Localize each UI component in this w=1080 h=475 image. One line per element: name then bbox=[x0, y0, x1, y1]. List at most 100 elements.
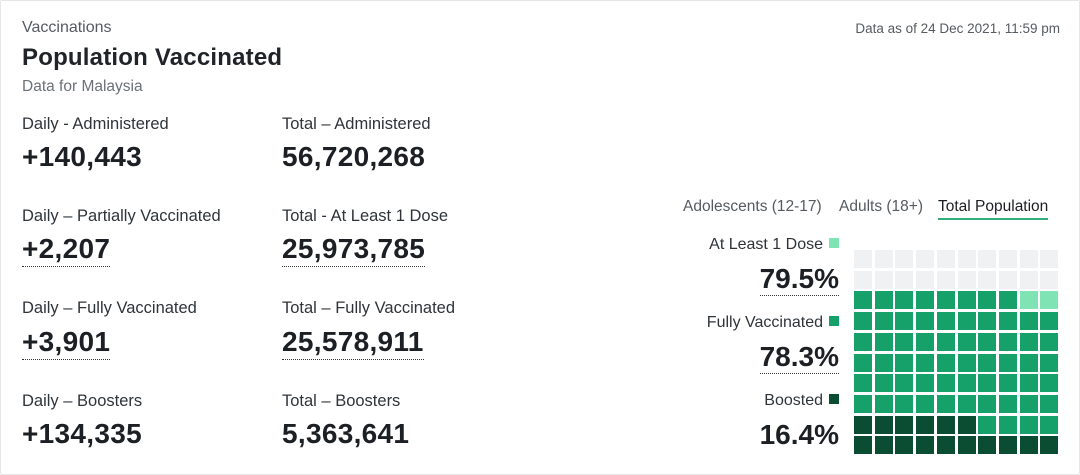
waffle-cell-boosted bbox=[978, 436, 997, 455]
waffle-cell-empty bbox=[957, 270, 976, 289]
waffle-cell-fully bbox=[874, 394, 893, 413]
tab-adults[interactable]: Adults (18+) bbox=[839, 198, 924, 215]
total-boosters-label: Total – Boosters bbox=[282, 392, 401, 410]
waffle-cell-fully bbox=[1019, 312, 1038, 331]
waffle-cell-boosted bbox=[916, 415, 935, 434]
waffle-cell-fully bbox=[936, 374, 955, 393]
legend-one-dose-label: At Least 1 Dose bbox=[709, 236, 823, 253]
waffle-cell-empty bbox=[874, 250, 893, 268]
waffle-cell-boosted bbox=[895, 436, 914, 455]
waffle-cell-fully bbox=[978, 312, 997, 331]
waffle-cell-fully bbox=[936, 291, 955, 310]
waffle-cell-fully bbox=[854, 374, 872, 393]
waffle-cell-fully bbox=[998, 291, 1017, 310]
waffle-cell-fully bbox=[874, 374, 893, 393]
waffle-cell-fully bbox=[895, 353, 914, 372]
waffle-cell-boosted bbox=[936, 415, 955, 434]
waffle-cell-fully bbox=[895, 312, 914, 331]
waffle-cell-fully bbox=[1019, 394, 1038, 413]
waffle-cell-fully bbox=[916, 332, 935, 351]
waffle-cell-fully bbox=[978, 332, 997, 351]
legend-one-dose-value[interactable]: 79.5% bbox=[759, 263, 839, 296]
legend-one-dose-percent[interactable]: 79.5% bbox=[759, 263, 839, 296]
waffle-cell-fully bbox=[1040, 312, 1059, 331]
tab-total-population[interactable]: Total Population bbox=[938, 198, 1049, 220]
tab-adolescents[interactable]: Adolescents (12-17) bbox=[683, 198, 822, 215]
waffle-cell-fully bbox=[1040, 394, 1059, 413]
waffle-cell-fully bbox=[978, 353, 997, 372]
legend-fully-value[interactable]: 78.3% bbox=[759, 341, 839, 374]
waffle-cell-empty bbox=[1040, 250, 1059, 268]
legend-fully-percent[interactable]: 78.3% bbox=[759, 341, 839, 374]
waffle-cell-boosted bbox=[1019, 436, 1038, 455]
legend-boosted-label: Boosted bbox=[764, 392, 823, 409]
legend-one-dose-swatch bbox=[829, 237, 839, 248]
total-one-dose-value[interactable]: 25,973,785 bbox=[282, 233, 426, 267]
waffle-cell-empty bbox=[978, 270, 997, 289]
waffle-cell-fully bbox=[854, 394, 872, 413]
waffle-cell-fully bbox=[998, 415, 1017, 434]
waffle-cell-fully bbox=[916, 312, 935, 331]
waffle-cell-fully bbox=[854, 353, 872, 372]
waffle-cell-fully bbox=[998, 312, 1017, 331]
waffle-cell-fully bbox=[1040, 415, 1059, 434]
legend-boosted: Boosted bbox=[764, 392, 839, 410]
waffle-cell-fully bbox=[936, 394, 955, 413]
section-eyebrow: Vaccinations bbox=[22, 19, 112, 36]
waffle-cell-fully bbox=[895, 374, 914, 393]
legend-fully-swatch bbox=[829, 315, 839, 326]
waffle-cell-boosted bbox=[874, 436, 893, 455]
waffle-cell-boosted bbox=[916, 436, 935, 455]
waffle-cell-empty bbox=[874, 270, 893, 289]
waffle-cell-fully bbox=[957, 353, 976, 372]
waffle-cell-empty bbox=[998, 270, 1017, 289]
total-full-value[interactable]: 25,578,911 bbox=[282, 326, 424, 360]
total-boosters-value: 5,363,641 bbox=[282, 418, 410, 449]
legend-fully: Fully Vaccinated bbox=[707, 314, 839, 332]
waffle-cell-empty bbox=[957, 250, 976, 268]
waffle-cell-empty bbox=[854, 250, 872, 268]
legend-one-dose: At Least 1 Dose bbox=[709, 236, 839, 254]
legend-boosted-value: 16.4% bbox=[759, 419, 839, 450]
waffle-cell-fully bbox=[916, 291, 935, 310]
data-timestamp: Data as of 24 Dec 2021, 11:59 pm bbox=[855, 21, 1060, 36]
waffle-cell-fully bbox=[978, 394, 997, 413]
daily-full-label: Daily – Fully Vaccinated bbox=[22, 299, 197, 317]
waffle-cell-boosted bbox=[1040, 436, 1059, 455]
waffle-cell-fully bbox=[1019, 353, 1038, 372]
waffle-cell-fully bbox=[978, 291, 997, 310]
waffle-cell-boosted bbox=[957, 436, 976, 455]
waffle-cell-fully bbox=[978, 415, 997, 434]
waffle-cell-empty bbox=[978, 250, 997, 268]
legend-fully-label: Fully Vaccinated bbox=[706, 314, 823, 331]
waffle-cell-empty bbox=[854, 270, 872, 289]
waffle-cell-fully bbox=[957, 332, 976, 351]
waffle-cell-fully bbox=[936, 353, 955, 372]
waffle-cell-fully bbox=[957, 394, 976, 413]
waffle-cell-fully bbox=[1019, 332, 1038, 351]
waffle-chart bbox=[854, 250, 1059, 456]
waffle-cell-fully bbox=[874, 332, 893, 351]
waffle-cell-fully bbox=[1019, 374, 1038, 393]
waffle-cell-fully bbox=[854, 312, 872, 331]
waffle-cell-boosted bbox=[854, 415, 872, 434]
daily-partial-value[interactable]: +2,207 bbox=[22, 233, 111, 267]
waffle-cell-fully bbox=[957, 312, 976, 331]
legend-boosted-swatch bbox=[829, 393, 839, 404]
daily-full-value[interactable]: +3,901 bbox=[22, 326, 111, 360]
waffle-cell-boosted bbox=[998, 436, 1017, 455]
waffle-cell-empty bbox=[1019, 270, 1038, 289]
waffle-cell-fully bbox=[895, 291, 914, 310]
daily-boosters-value: +134,335 bbox=[22, 418, 142, 449]
daily-boosters-label: Daily – Boosters bbox=[22, 392, 143, 410]
waffle-cell-fully bbox=[936, 332, 955, 351]
waffle-cell-fully bbox=[854, 332, 872, 351]
waffle-cell-fully bbox=[978, 374, 997, 393]
waffle-cell-boosted bbox=[874, 415, 893, 434]
waffle-cell-fully bbox=[936, 312, 955, 331]
waffle-cell-empty bbox=[998, 250, 1017, 268]
waffle-cell-empty bbox=[895, 250, 914, 268]
waffle-cell-fully bbox=[874, 312, 893, 331]
waffle-cell-empty bbox=[936, 270, 955, 289]
waffle-cell-fully bbox=[998, 394, 1017, 413]
